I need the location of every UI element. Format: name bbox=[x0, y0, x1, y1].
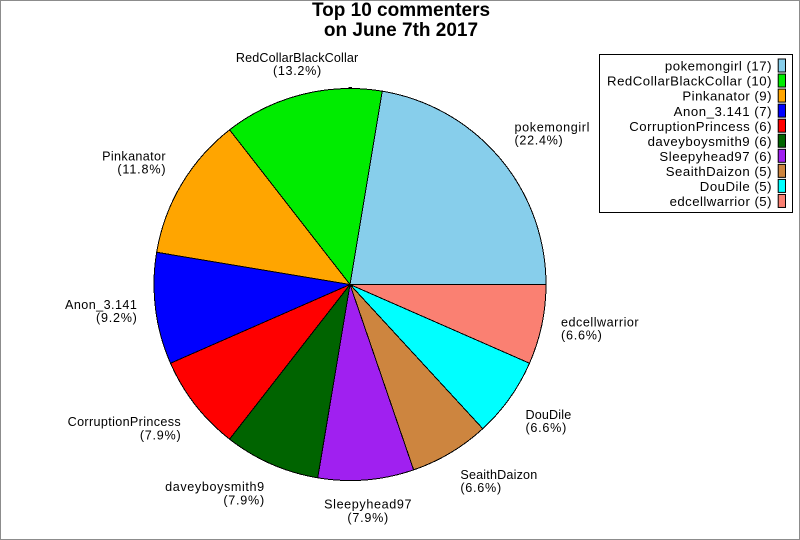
svg-text:(7.9%): (7.9%) bbox=[223, 493, 265, 507]
svg-text:daveyboysmith9 (6): daveyboysmith9 (6) bbox=[648, 134, 772, 149]
svg-text:DouDile (5): DouDile (5) bbox=[700, 179, 772, 194]
svg-text:Pinkanator (9): Pinkanator (9) bbox=[682, 89, 772, 104]
svg-text:(6.6%): (6.6%) bbox=[561, 329, 603, 343]
svg-text:Sleepyhead97: Sleepyhead97 bbox=[324, 498, 412, 512]
svg-text:daveyboysmith9: daveyboysmith9 bbox=[165, 480, 265, 494]
svg-text:pokemongirl: pokemongirl bbox=[515, 120, 591, 134]
svg-text:pokemongirl (17): pokemongirl (17) bbox=[665, 59, 772, 74]
svg-text:Sleepyhead97 (6): Sleepyhead97 (6) bbox=[659, 149, 772, 164]
svg-text:Top 10 commenters: Top 10 commenters bbox=[312, 0, 490, 21]
svg-text:(13.2%): (13.2%) bbox=[273, 64, 322, 78]
svg-text:(7.9%): (7.9%) bbox=[347, 511, 389, 525]
svg-text:RedCollarBlackCollar: RedCollarBlackCollar bbox=[236, 51, 358, 65]
svg-text:DouDile: DouDile bbox=[525, 408, 571, 422]
svg-text:Pinkanator: Pinkanator bbox=[102, 149, 166, 163]
svg-text:(6.6%): (6.6%) bbox=[460, 481, 502, 495]
svg-text:CorruptionPrincess (6): CorruptionPrincess (6) bbox=[629, 119, 772, 134]
svg-text:edcellwarrior (5): edcellwarrior (5) bbox=[670, 194, 772, 209]
svg-text:Anon_3.141 (7): Anon_3.141 (7) bbox=[674, 104, 772, 119]
svg-text:(11.8%): (11.8%) bbox=[117, 163, 166, 177]
svg-text:on June 7th 2017: on June 7th 2017 bbox=[324, 20, 478, 41]
svg-text:(22.4%): (22.4%) bbox=[515, 134, 564, 148]
svg-text:edcellwarrior: edcellwarrior bbox=[561, 316, 639, 330]
svg-text:RedCollarBlackCollar (10): RedCollarBlackCollar (10) bbox=[607, 74, 772, 89]
svg-text:SeaithDaizon (5): SeaithDaizon (5) bbox=[666, 164, 772, 179]
svg-text:(7.9%): (7.9%) bbox=[140, 428, 182, 442]
svg-text:Anon_3.141: Anon_3.141 bbox=[65, 298, 137, 312]
svg-text:(9.2%): (9.2%) bbox=[96, 311, 138, 325]
svg-text:SeaithDaizon: SeaithDaizon bbox=[460, 468, 537, 482]
svg-text:CorruptionPrincess: CorruptionPrincess bbox=[68, 415, 181, 429]
svg-text:(6.6%): (6.6%) bbox=[525, 421, 567, 435]
